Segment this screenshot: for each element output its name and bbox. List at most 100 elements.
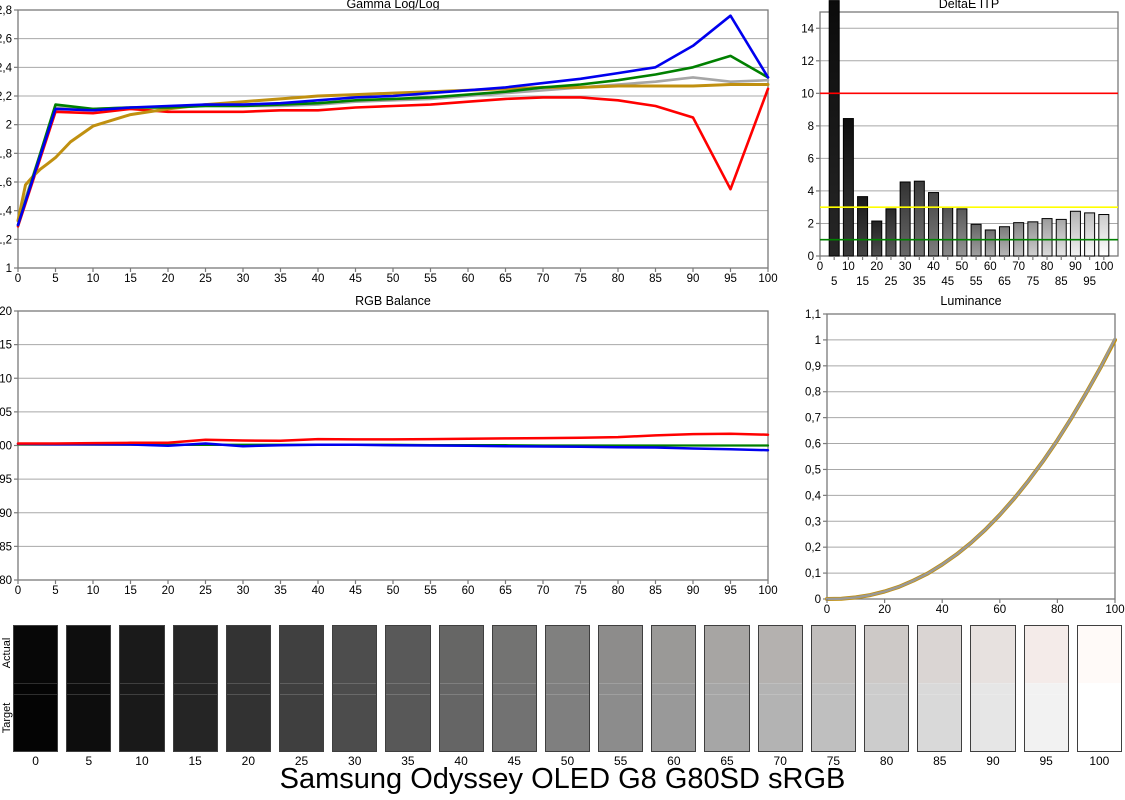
swatch-actual-half	[1024, 626, 1068, 683]
svg-text:100: 100	[1094, 261, 1113, 273]
swatch-level-label: 100	[1089, 754, 1110, 768]
svg-text:85: 85	[1055, 276, 1068, 288]
swatch-divider	[599, 683, 643, 695]
grayscale-swatches	[13, 625, 1122, 752]
swatch-actual-half	[705, 626, 749, 683]
svg-text:85: 85	[649, 273, 662, 285]
swatch-divider	[120, 683, 164, 695]
deltae-chart-plot: 0246810121405101520253035404550556065707…	[801, 0, 1119, 288]
swatch-target-half	[545, 695, 590, 751]
svg-text:35: 35	[274, 273, 287, 285]
svg-text:0: 0	[15, 273, 21, 285]
swatch-target-half	[14, 695, 58, 751]
svg-text:90: 90	[0, 508, 12, 520]
svg-text:45: 45	[349, 585, 362, 597]
grayscale-swatch-100	[1076, 625, 1122, 752]
grayscale-swatch-95	[1023, 625, 1069, 752]
svg-text:25: 25	[199, 273, 212, 285]
svg-text:1,1: 1,1	[805, 309, 821, 321]
svg-text:60: 60	[984, 261, 997, 273]
swatch-actual-half	[173, 626, 217, 683]
swatch-actual-half	[971, 626, 1015, 683]
svg-text:50: 50	[387, 273, 400, 285]
deltae-itp-chart: DeltaE ITP 0 2 4 6 8 10 12 14 0 5 10 15 20 25 30 35 40 45…	[795, 0, 1125, 295]
svg-text:90: 90	[687, 273, 700, 285]
swatch-actual-half	[120, 626, 164, 683]
swatch-divider	[758, 683, 802, 695]
svg-text:1,8: 1,8	[0, 148, 12, 160]
swatch-divider	[333, 683, 377, 695]
svg-text:4: 4	[808, 186, 815, 198]
rgb-chart-plot: 80 85 90 95 100 105 110 115 120 0 5 10 15 20 25 30 35 40 4…	[0, 306, 778, 597]
svg-text:10: 10	[87, 273, 100, 285]
svg-text:0: 0	[15, 585, 21, 597]
swatch-actual-half	[652, 626, 696, 683]
swatch-actual-half	[492, 626, 536, 683]
swatch-level-label: 85	[933, 754, 947, 768]
swatch-level-label: 90	[986, 754, 1000, 768]
svg-text:2,2: 2,2	[0, 91, 12, 103]
svg-text:12: 12	[801, 56, 814, 68]
rgb-balance-chart: RGB Balance 80 85 90 95 100 105 110 115 120 0 5 10 1…	[0, 295, 778, 607]
svg-text:25: 25	[199, 585, 212, 597]
grayscale-swatch-0	[13, 625, 59, 752]
svg-text:70: 70	[1012, 261, 1025, 273]
swatch-level-label: 80	[879, 754, 894, 768]
swatch-target-half	[758, 695, 802, 751]
grayscale-swatch-60	[651, 625, 697, 752]
swatch-actual-half	[14, 626, 58, 683]
svg-text:40: 40	[927, 261, 940, 273]
svg-text:40: 40	[936, 604, 949, 616]
svg-text:2: 2	[808, 218, 814, 230]
svg-text:105: 105	[0, 407, 12, 419]
swatch-target-half	[492, 695, 536, 751]
svg-text:35: 35	[913, 276, 926, 288]
svg-text:1: 1	[6, 263, 12, 275]
swatch-level-label: 5	[85, 754, 93, 768]
luminance-chart: Luminance 0 0,1 0,2 0,3 0,4 0,5 0,6 0,7 0,8 0,9 1 1…	[795, 295, 1125, 617]
swatch-divider	[918, 683, 962, 695]
svg-text:85: 85	[0, 541, 12, 553]
swatch-target-half	[865, 695, 909, 751]
swatch-level-label: 40	[454, 754, 468, 768]
svg-text:2: 2	[6, 120, 12, 132]
swatch-target-half	[173, 695, 217, 751]
swatch-target-half	[918, 695, 962, 751]
svg-text:70: 70	[537, 273, 550, 285]
swatch-divider	[439, 683, 483, 695]
svg-text:65: 65	[499, 585, 512, 597]
swatch-divider	[971, 683, 1015, 695]
swatch-level-label: 95	[1039, 754, 1053, 768]
svg-text:10: 10	[87, 585, 100, 597]
swatch-target-half	[652, 695, 696, 751]
swatch-actual-half	[811, 626, 855, 683]
svg-text:95: 95	[0, 474, 12, 486]
svg-text:0: 0	[815, 594, 821, 606]
svg-text:90: 90	[1069, 261, 1082, 273]
svg-text:2,6: 2,6	[0, 34, 12, 46]
grayscale-swatch-20	[225, 625, 271, 752]
luminance-chart-title: Luminance	[940, 294, 1002, 308]
swatch-level-label: 55	[613, 754, 628, 768]
swatch-divider	[492, 683, 536, 695]
swatch-actual-half	[918, 626, 962, 683]
svg-text:0,2: 0,2	[805, 542, 821, 554]
svg-text:0,5: 0,5	[805, 464, 821, 476]
svg-text:65: 65	[499, 273, 512, 285]
swatch-level-label: 20	[241, 754, 256, 768]
svg-text:10: 10	[801, 88, 814, 100]
grayscale-swatch-55	[598, 625, 644, 752]
grayscale-swatch-85	[917, 625, 963, 752]
svg-text:15: 15	[124, 585, 137, 597]
grayscale-swatch-90	[970, 625, 1016, 752]
svg-text:75: 75	[1026, 276, 1039, 288]
swatch-actual-half	[439, 626, 483, 683]
svg-text:75: 75	[574, 273, 587, 285]
swatch-target-half	[279, 695, 324, 751]
swatch-target-half	[599, 695, 643, 751]
svg-text:0,3: 0,3	[805, 516, 821, 528]
svg-text:20: 20	[878, 604, 891, 616]
luminance-chart-plot: 0 0,1 0,2 0,3 0,4 0,5 0,6 0,7 0,8 0,9 1 1,1 0 20 40 60 8…	[805, 309, 1125, 616]
swatch-actual-half	[599, 626, 643, 683]
svg-text:80: 80	[612, 273, 625, 285]
